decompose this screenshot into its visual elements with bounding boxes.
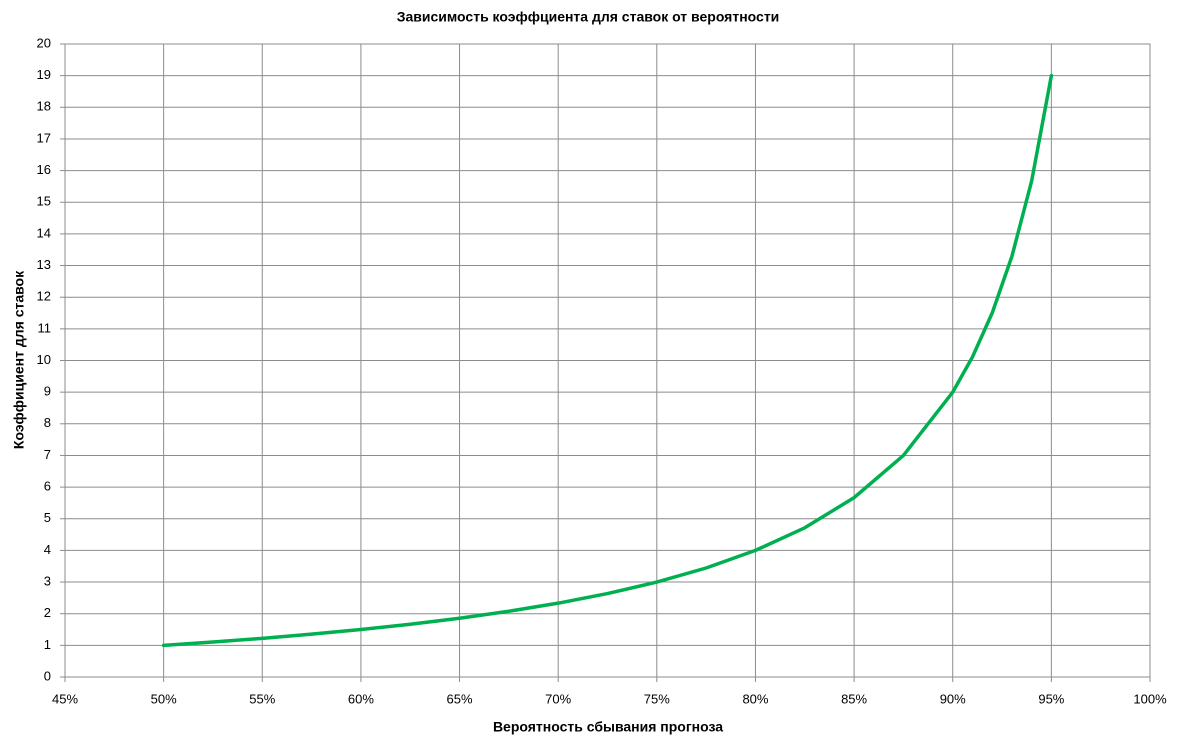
x-tick-label: 70%: [545, 691, 571, 706]
plot-border: [64, 43, 1151, 678]
x-tick-label: 50%: [151, 691, 177, 706]
y-tick-label: 9: [44, 384, 51, 399]
y-tick-label: 16: [37, 162, 51, 177]
y-axis-label: Коэффициент для ставок: [11, 270, 27, 449]
y-tick-label: 0: [44, 668, 51, 683]
y-tick-label: 17: [37, 130, 51, 145]
x-tick-label: 100%: [1133, 691, 1167, 706]
x-tick-label: 65%: [447, 691, 473, 706]
x-tick-label: 60%: [348, 691, 374, 706]
y-tick-label: 12: [37, 289, 51, 304]
line-series: [161, 73, 1054, 648]
y-tick-label: 6: [44, 479, 51, 494]
x-tick-label: 75%: [644, 691, 670, 706]
x-tick-label: 45%: [52, 691, 78, 706]
x-tick-label: 95%: [1038, 691, 1064, 706]
x-tick-label: 90%: [940, 691, 966, 706]
y-tick-label: 5: [44, 510, 51, 525]
x-axis-label: Вероятность сбывания прогноза: [493, 719, 723, 735]
y-tick-label: 19: [37, 67, 51, 82]
chart-title: Зависимость коэффциента для ставок от ве…: [397, 9, 780, 25]
y-tick-label: 10: [37, 352, 51, 367]
y-tick-label: 3: [44, 573, 51, 588]
y-tick-label: 18: [37, 99, 51, 114]
y-tick-label: 4: [44, 542, 51, 557]
y-tick-label: 15: [37, 194, 51, 209]
y-tick-label: 2: [44, 605, 51, 620]
y-tick-label: 11: [38, 320, 52, 335]
y-tick-label: 7: [44, 447, 51, 462]
y-tick-label: 20: [37, 35, 51, 50]
y-tick-label: 8: [44, 415, 51, 430]
y-tick-label: 1: [44, 637, 51, 652]
x-tick-label: 85%: [841, 691, 867, 706]
x-tick-label: 80%: [742, 691, 768, 706]
x-tick-label: 55%: [249, 691, 275, 706]
y-tick-label: 13: [37, 257, 51, 272]
y-tick-label: 14: [37, 225, 51, 240]
